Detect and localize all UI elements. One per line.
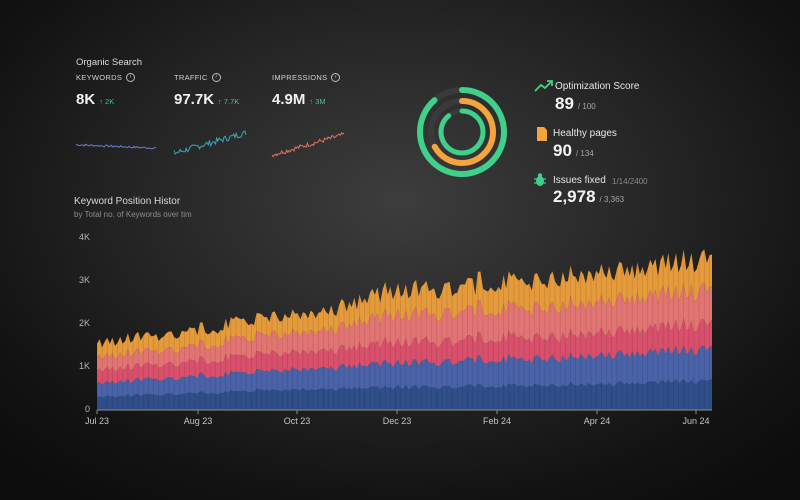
keywords-value: 8K (76, 91, 96, 108)
organic-search-title: Organic Search (76, 57, 143, 68)
x-tick-label: Dec 23 (382, 416, 412, 426)
keywords-delta: ↑ 2K (99, 97, 115, 106)
x-ticks (96, 410, 697, 414)
y-tick-label: 3K (78, 275, 90, 285)
impressions-metric[interactable]: IMPRESSIONS i 4.9M ↑ 3M (272, 73, 341, 108)
ring-pages (428, 98, 496, 166)
x-tick-label: Aug 23 (183, 416, 213, 426)
ring-score (438, 108, 486, 156)
traffic-delta: ↑ 7.7K (218, 97, 240, 106)
healthy-pages-total: / 134 (575, 149, 594, 158)
optimization-score: 89/ 100 (555, 94, 596, 114)
trend-up-icon (533, 78, 555, 94)
traffic-sparkline-line (173, 130, 247, 155)
x-tick-label: Jun 24 (682, 416, 710, 426)
traffic-metric[interactable]: TRAFFIC i 97.7K ↑ 7.7K (174, 73, 239, 108)
issues-fixed-label: Issues fixed (553, 175, 606, 186)
chart-subtitle: by Total no. of Keywords over tim (74, 210, 192, 219)
impressions-label: IMPRESSIONS (272, 73, 328, 82)
series-area-11-20 (97, 318, 712, 385)
info-icon[interactable]: i (331, 73, 341, 82)
rings-group (417, 87, 507, 177)
issues-fixed-total: / 3,363 (599, 195, 625, 204)
optimization-score-label: Optimization Score (555, 81, 640, 92)
healthy-pages-label: Healthy pages (553, 128, 617, 139)
series-area-top-3 (97, 379, 712, 410)
impressions-delta: ↑ 3M (309, 97, 326, 106)
keywords-sparkline-line (75, 143, 157, 150)
impressions-sparkline-line (271, 132, 345, 158)
ring-issues (417, 87, 507, 177)
keywords-metric[interactable]: KEYWORDS i 8K ↑ 2K (76, 73, 136, 108)
keywords-label: KEYWORDS (76, 73, 123, 82)
x-tick-label: Apr 24 (583, 416, 611, 426)
x-tick-label: Jul 23 (84, 416, 110, 426)
file-icon (535, 126, 549, 142)
traffic-value: 97.7K (174, 91, 215, 108)
info-icon[interactable]: i (126, 73, 136, 82)
keywords-sparkline (75, 143, 157, 150)
series-area-21-50 (97, 282, 712, 373)
series-area-51-100 (97, 249, 712, 361)
issues-fixed-value: 2,978 (553, 187, 596, 206)
chart-layers (96, 249, 712, 410)
healthy-pages: 90/ 134 (553, 141, 594, 161)
y-tick-label: 0 (84, 404, 90, 414)
y-tick-label: 1K (78, 361, 90, 371)
y-tick-label: 2K (78, 318, 90, 328)
optimization-score-total: / 100 (577, 102, 596, 111)
y-tick-label: 4K (78, 232, 90, 242)
x-tick-label: Feb 24 (482, 416, 512, 426)
chart-title: Keyword Position Histor (74, 196, 181, 207)
site-health-radial-chart (417, 87, 507, 177)
bug-icon (532, 172, 548, 188)
traffic-label: TRAFFIC (174, 73, 208, 82)
optimization-score-value: 89 (555, 94, 574, 113)
impressions-sparkline (271, 132, 345, 158)
x-tick-label: Oct 23 (283, 416, 311, 426)
series-area-4-10 (97, 345, 712, 398)
traffic-sparkline (173, 130, 247, 155)
impressions-value: 4.9M (272, 91, 306, 108)
info-icon[interactable]: i (211, 73, 221, 82)
issues-faint-text: 1/14/2400 (612, 177, 648, 186)
healthy-pages-value: 90 (553, 141, 572, 160)
issues-fixed: 2,978/ 3,363 (553, 187, 624, 207)
